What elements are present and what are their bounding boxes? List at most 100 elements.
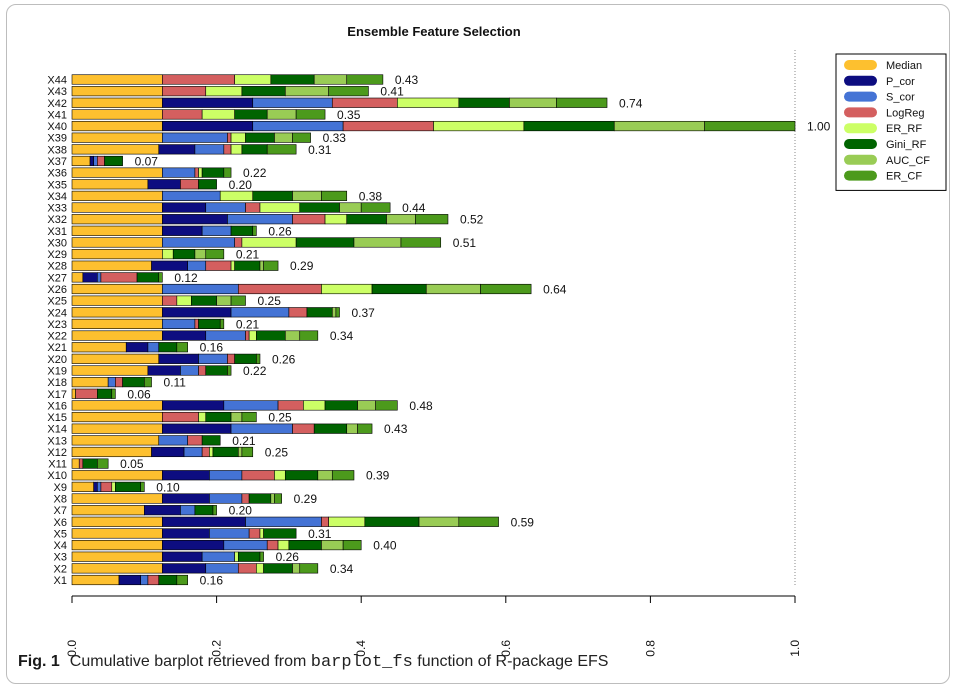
total-value-label: 0.41 bbox=[380, 85, 404, 99]
bar-segment-X22-AUC_CF bbox=[284, 330, 301, 341]
bar-segment-X12-Gini_RF bbox=[212, 446, 239, 458]
bar-X9 bbox=[71, 481, 145, 492]
bar-segment-X37-LogReg bbox=[97, 155, 105, 167]
total-value-label: 0.34 bbox=[330, 562, 354, 576]
bar-segment-X37-P_cor bbox=[89, 155, 94, 167]
bar-segment-X26-ER_RF bbox=[321, 283, 373, 295]
total-value-label: 0.16 bbox=[200, 341, 224, 355]
bar-segment-X24-ER_CF bbox=[335, 307, 340, 318]
total-value-label: 0.12 bbox=[174, 271, 198, 285]
total-value-label: 0.59 bbox=[511, 515, 535, 529]
y-tick-label: X37 bbox=[47, 156, 67, 168]
bar-segment-X29-Median bbox=[71, 249, 163, 260]
y-tick-label: X32 bbox=[47, 214, 67, 226]
bar-segment-X34-ER_RF bbox=[219, 190, 254, 201]
bar-segment-X20-LogReg bbox=[227, 353, 235, 364]
total-value-label: 0.52 bbox=[460, 213, 484, 227]
bar-segment-X36-ER_CF bbox=[223, 167, 232, 178]
bar-segment-X41-ER_CF bbox=[295, 109, 326, 120]
bar-segment-X2-S_cor bbox=[205, 563, 239, 574]
bar-segment-X18-Gini_RF bbox=[122, 377, 145, 388]
bar-segment-X36-LogReg bbox=[194, 167, 199, 178]
bar-segment-X2-Gini_RF bbox=[263, 563, 293, 574]
bar-X12 bbox=[71, 446, 254, 458]
legend-swatch bbox=[844, 170, 877, 181]
y-tick-label: X15 bbox=[47, 412, 67, 424]
bar-segment-X44-Median bbox=[71, 74, 163, 85]
bar-segment-X25-LogReg bbox=[162, 295, 178, 306]
bar-segment-X14-Gini_RF bbox=[313, 423, 348, 434]
total-value-label: 0.21 bbox=[236, 317, 260, 331]
bar-segment-X28-P_cor bbox=[151, 260, 188, 271]
bar-X3 bbox=[71, 551, 264, 562]
legend-item-ER_CF: ER_CF bbox=[844, 170, 922, 183]
y-tick-label: X20 bbox=[47, 354, 67, 366]
total-value-label: 0.25 bbox=[258, 294, 282, 308]
bar-X5 bbox=[71, 528, 297, 539]
bar-segment-X40-ER_CF bbox=[704, 120, 796, 132]
bar-segment-X6-Gini_RF bbox=[364, 516, 420, 527]
legend-swatch bbox=[844, 75, 877, 86]
bar-segment-X42-S_cor bbox=[252, 97, 333, 108]
bar-segment-X33-AUC_CF bbox=[339, 202, 362, 213]
bar-segment-X15-LogReg bbox=[162, 411, 199, 423]
y-tick-label: X34 bbox=[47, 191, 67, 203]
total-value-label: 0.26 bbox=[276, 550, 300, 564]
bar-segment-X9-P_cor bbox=[93, 481, 98, 492]
legend-swatch bbox=[844, 107, 877, 118]
y-tick-label: X19 bbox=[47, 365, 67, 377]
bar-segment-X30-Gini_RF bbox=[295, 237, 355, 248]
bar-segment-X8-Gini_RF bbox=[248, 493, 272, 504]
bar-segment-X43-LogReg bbox=[162, 86, 207, 97]
bar-segment-X41-LogReg bbox=[162, 109, 203, 120]
bar-X16 bbox=[71, 400, 398, 411]
legend-label: AUC_CF bbox=[886, 155, 930, 167]
y-tick-label: X39 bbox=[47, 133, 67, 145]
bar-segment-X22-P_cor bbox=[162, 330, 207, 341]
y-tick-label: X42 bbox=[47, 98, 67, 110]
y-tick-label: X27 bbox=[47, 272, 67, 284]
x-tick-label: 0.2 bbox=[210, 640, 224, 657]
bar-segment-X15-ER_CF bbox=[241, 411, 257, 423]
legend: Median P_cor S_cor LogReg ER_RF Gini_RF AUC_CF… bbox=[835, 53, 947, 191]
bar-segment-X36-Gini_RF bbox=[201, 167, 225, 178]
bar-segment-X17-Gini_RF bbox=[97, 388, 113, 399]
bar-segment-X9-LogReg bbox=[100, 481, 113, 492]
bar-segment-X31-ER_CF bbox=[252, 225, 257, 236]
bar-segment-X6-LogReg bbox=[321, 516, 329, 527]
bar-X21 bbox=[71, 342, 188, 353]
y-tick-label: X13 bbox=[47, 435, 67, 447]
bar-segment-X34-Median bbox=[71, 190, 163, 201]
total-value-label: 0.38 bbox=[359, 189, 383, 203]
y-tick-label: X4 bbox=[54, 540, 67, 552]
bar-X14 bbox=[71, 423, 373, 434]
total-value-label: 0.31 bbox=[308, 527, 332, 541]
caption-code: barplot_fs bbox=[310, 653, 413, 672]
bar-segment-X30-Median bbox=[71, 237, 163, 248]
bar-segment-X5-P_cor bbox=[162, 528, 210, 539]
bar-segment-X16-LogReg bbox=[277, 400, 304, 411]
bar-segment-X33-ER_CF bbox=[360, 202, 391, 213]
bar-segment-X14-AUC_CF bbox=[346, 423, 358, 434]
bar-segment-X2-ER_CF bbox=[299, 563, 319, 574]
bar-segment-X42-ER_RF bbox=[397, 97, 460, 108]
bar-segment-X23-Gini_RF bbox=[198, 318, 221, 330]
bar-segment-X12-LogReg bbox=[201, 446, 210, 458]
bar-X27 bbox=[71, 272, 163, 283]
bar-segment-X34-ER_CF bbox=[321, 190, 348, 201]
bar-segment-X28-Median bbox=[71, 260, 152, 271]
bar-segment-X4-AUC_CF bbox=[321, 540, 344, 551]
total-value-label: 0.31 bbox=[308, 143, 332, 157]
bar-segment-X20-Gini_RF bbox=[234, 353, 257, 364]
bar-segment-X14-Median bbox=[71, 423, 163, 434]
bar-segment-X35-LogReg bbox=[180, 179, 199, 190]
bar-X42 bbox=[71, 97, 608, 108]
bar-segment-X11-Median bbox=[71, 458, 80, 469]
bar-segment-X4-Median bbox=[71, 540, 163, 551]
y-tick-label: X9 bbox=[54, 482, 67, 494]
legend-swatch bbox=[844, 154, 877, 165]
bar-segment-X43-ER_RF bbox=[205, 86, 243, 97]
bar-segment-X11-Gini_RF bbox=[82, 458, 98, 469]
x-tick-label: 0.8 bbox=[643, 640, 657, 657]
bar-segment-X10-Median bbox=[71, 470, 163, 481]
